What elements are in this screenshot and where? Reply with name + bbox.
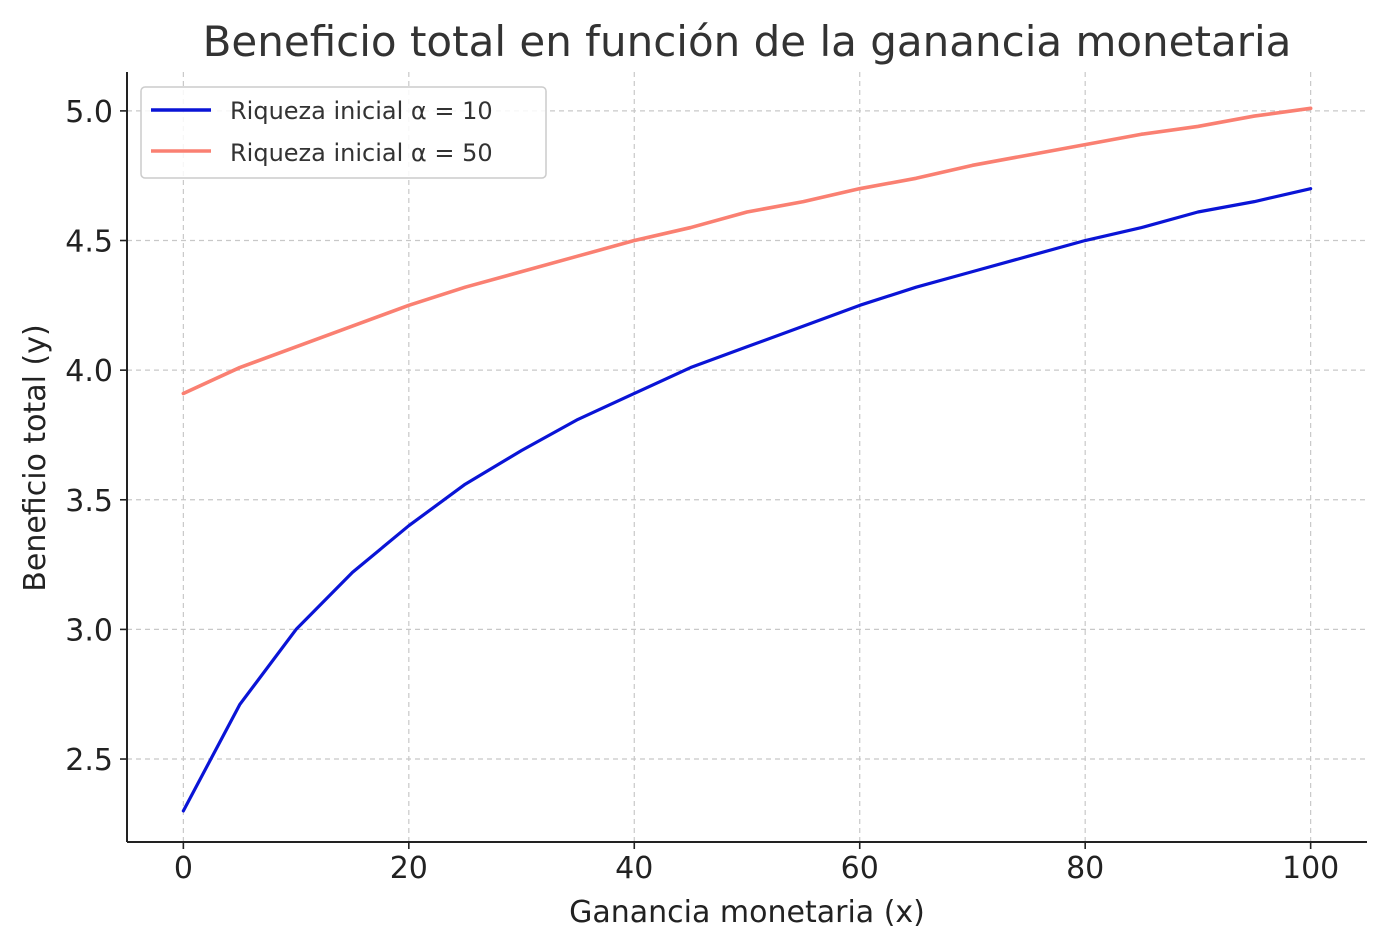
legend-frame	[140, 86, 547, 179]
series-line-0	[181, 187, 1313, 813]
x-axis-title: Ganancia monetaria (x)	[569, 895, 925, 930]
legend-label-alpha-10: Riqueza inicial α = 10	[230, 97, 493, 125]
y-tick-label: 3.5	[65, 484, 113, 519]
x-tick-label: 60	[841, 851, 879, 886]
legend: Riqueza inicial α = 10 Riqueza inicial α…	[140, 86, 547, 179]
x-tick-label: 80	[1066, 851, 1104, 886]
y-tick-label: 3.0	[65, 613, 113, 648]
ticks: 0 20 40 60 80 100 2.5 3.0 3.5 4.0 4.5 5.0	[65, 95, 1339, 886]
axes	[126, 72, 1367, 843]
y-tick-label: 4.5	[65, 225, 113, 260]
x-tick-label: 20	[390, 851, 428, 886]
legend-label-alpha-50: Riqueza inicial α = 50	[230, 139, 493, 167]
series-line-1	[181, 106, 1313, 396]
y-axis-title: Beneficio total (y)	[18, 324, 53, 591]
series-layer	[181, 106, 1313, 813]
x-tick-label: 0	[174, 851, 193, 886]
y-tick-label: 5.0	[65, 95, 113, 130]
x-tick-label: 40	[615, 851, 653, 886]
y-tick-label: 4.0	[65, 354, 113, 389]
x-tick-label: 100	[1282, 851, 1339, 886]
y-tick-label: 2.5	[65, 743, 113, 778]
chart-title: Beneficio total en función de la gananci…	[203, 17, 1292, 66]
grid	[127, 72, 1367, 842]
